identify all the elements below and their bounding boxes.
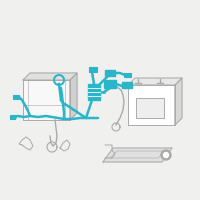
Polygon shape — [104, 80, 116, 88]
Polygon shape — [23, 73, 77, 80]
Bar — [136, 98, 164, 118]
Bar — [124, 73, 131, 77]
Polygon shape — [70, 73, 77, 120]
Bar — [10, 115, 15, 119]
Polygon shape — [175, 78, 182, 125]
Polygon shape — [128, 85, 175, 125]
Circle shape — [161, 150, 171, 160]
Polygon shape — [103, 148, 172, 162]
Circle shape — [164, 152, 168, 158]
Polygon shape — [23, 80, 70, 120]
Bar — [13, 95, 19, 99]
Polygon shape — [122, 82, 132, 88]
Polygon shape — [105, 70, 115, 76]
Polygon shape — [128, 78, 182, 85]
Bar — [89, 67, 97, 72]
Polygon shape — [88, 84, 100, 100]
